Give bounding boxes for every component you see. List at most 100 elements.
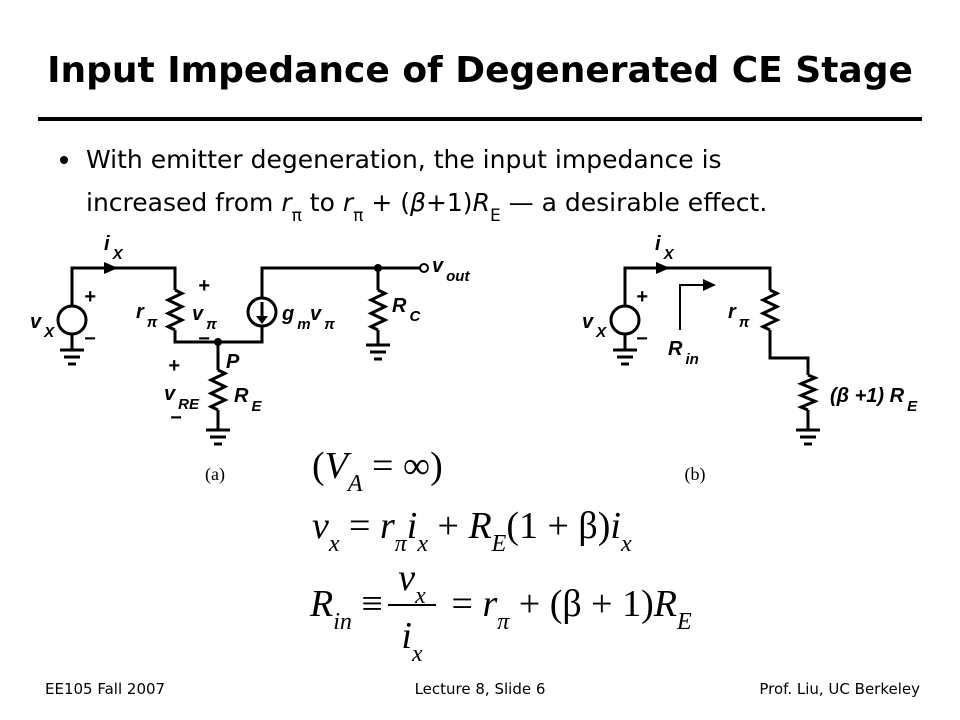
resistor [759, 288, 781, 332]
circuit-label: − [636, 328, 648, 350]
label-main: − [636, 328, 648, 350]
arrow [703, 279, 716, 291]
seg: i [610, 505, 621, 547]
label-main: R [234, 385, 249, 407]
label-sub: in [685, 351, 698, 368]
label-main: + [636, 286, 648, 308]
label-sub: X [663, 246, 675, 263]
label-main: r [136, 301, 145, 323]
seg: + ( [363, 188, 410, 217]
wire [70, 268, 380, 430]
seg: π [497, 609, 510, 635]
footer-center: Lecture 8, Slide 6 [415, 680, 546, 698]
seg: x [328, 531, 340, 557]
numerator: vx [398, 557, 426, 609]
label-sub: π [206, 316, 217, 333]
seg: ( [312, 445, 325, 487]
seg: E [490, 206, 501, 226]
seg: ≡ [352, 583, 392, 625]
label-main: + [198, 275, 210, 297]
resistor [797, 373, 819, 412]
label-main: v [582, 311, 595, 333]
wire [623, 266, 810, 430]
seg: E [676, 609, 692, 635]
denominator: ix [401, 615, 423, 667]
circuit-label: − [170, 407, 182, 429]
label-sub: E [251, 398, 262, 415]
label-main: i [104, 233, 110, 255]
label-sub: X [595, 324, 607, 341]
circuits [56, 262, 820, 446]
seg: R [473, 188, 490, 217]
label-main: − [170, 407, 182, 429]
wire [70, 266, 420, 344]
label-main: P [226, 351, 240, 373]
label-sub: π [324, 316, 335, 333]
label-main: R [392, 295, 407, 317]
label-main: v [30, 311, 43, 333]
resistor [164, 288, 186, 332]
seg: V [325, 445, 352, 487]
label-sub: m [297, 316, 310, 333]
circuit-label: + [84, 286, 96, 308]
circuit-label: v out [432, 255, 470, 285]
equation: vx = rπix + RE(1 + β)ix [312, 505, 632, 557]
seg: in [333, 609, 352, 635]
node [374, 264, 382, 272]
title: Input Impedance of Degenerated CE Stage [47, 50, 913, 91]
seg: i [407, 505, 418, 547]
seg: r [343, 188, 355, 217]
node [214, 338, 222, 346]
footer-right: Prof. Liu, UC Berkeley [759, 680, 920, 698]
bullet-line: increased from rπ to rπ + (β+1)RE — a de… [86, 188, 767, 226]
label-main: i [655, 233, 661, 255]
seg: π [292, 206, 302, 226]
circuit-label: − [198, 328, 210, 350]
seg: R [309, 583, 333, 625]
label-sub: out [446, 268, 470, 285]
label-main: − [84, 328, 96, 350]
label-main: g [281, 303, 294, 325]
seg: r [482, 583, 497, 625]
circuit-label: + [168, 355, 180, 377]
equation: Rin ≡ [309, 583, 392, 635]
bullet-line: With emitter degeneration, the input imp… [86, 145, 722, 174]
circuit-label: + [636, 286, 648, 308]
label-main: v [432, 255, 445, 277]
seg: = ∞) [363, 445, 443, 487]
label-main: (β +1) R [830, 385, 905, 407]
arrow [656, 262, 670, 274]
resistor [367, 288, 389, 332]
caption: (a) [205, 464, 225, 485]
resistor [207, 368, 229, 412]
seg: + (β + 1) [509, 583, 654, 625]
label-sub: X [112, 246, 124, 263]
seg: x [416, 531, 428, 557]
circuit-label: + [198, 275, 210, 297]
circuit-label: P [226, 351, 240, 373]
label-main: + [168, 355, 180, 377]
seg: x [414, 583, 426, 609]
label-sub: π [739, 314, 750, 331]
seg: x [620, 531, 632, 557]
caption: (b) [685, 464, 706, 485]
label-main: r [728, 301, 737, 323]
arrow [104, 262, 118, 274]
circuit-label: v RE [164, 383, 200, 413]
seg: + [428, 505, 468, 547]
circuit-label: − [84, 328, 96, 350]
label-sub: X [43, 324, 55, 341]
seg: A [346, 471, 363, 497]
seg: π [353, 206, 363, 226]
footer-left: EE105 Fall 2007 [45, 680, 165, 698]
source [609, 304, 641, 336]
label-main: v [192, 303, 205, 325]
